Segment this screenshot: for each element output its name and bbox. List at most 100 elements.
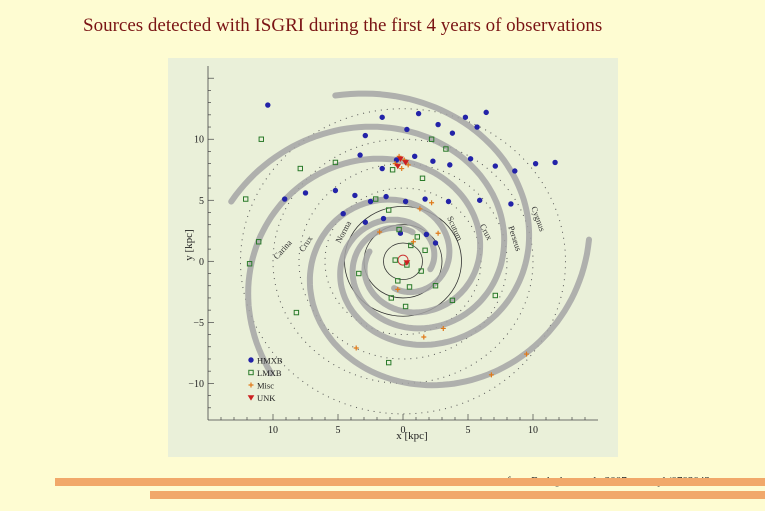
series-lmxb bbox=[243, 136, 499, 366]
series-hmxb bbox=[265, 102, 558, 246]
arm-label: Cygnus bbox=[529, 205, 547, 233]
series-unk bbox=[394, 156, 411, 266]
data-point-misc bbox=[440, 325, 446, 331]
data-point-lmxb bbox=[492, 292, 499, 299]
data-point-misc bbox=[410, 239, 416, 245]
data-point-hmxb bbox=[477, 197, 483, 203]
data-point-hmxb bbox=[449, 130, 456, 136]
data-point-misc bbox=[405, 162, 411, 168]
decorative-bar-bottom bbox=[150, 491, 765, 499]
data-point-hmxb bbox=[281, 196, 288, 202]
galactocentric-ring bbox=[272, 138, 534, 384]
data-point-misc bbox=[392, 161, 398, 167]
slide-title: Sources detected with ISGRI during the f… bbox=[83, 15, 603, 36]
data-point-hmxb bbox=[357, 152, 363, 158]
data-point-lmxb bbox=[402, 303, 409, 310]
data-point-misc bbox=[395, 286, 401, 292]
data-point-unk bbox=[403, 260, 411, 266]
y-tick-label: −10 bbox=[188, 379, 204, 390]
data-point-lmxb bbox=[443, 146, 449, 152]
legend-marker bbox=[248, 382, 254, 388]
data-point-lmxb bbox=[256, 239, 262, 245]
spiral-arm bbox=[245, 155, 484, 377]
x-tick-label: 0 bbox=[401, 425, 406, 436]
x-tick-label: 5 bbox=[466, 425, 471, 436]
galactocentric-rings bbox=[240, 108, 566, 415]
series-misc bbox=[353, 153, 529, 378]
data-point-misc bbox=[399, 166, 405, 172]
data-point-lmxb bbox=[332, 159, 339, 166]
spiral-arm bbox=[332, 90, 533, 348]
data-point-unk bbox=[397, 156, 404, 162]
x-tick-label: 10 bbox=[268, 425, 278, 436]
legend: HMXB LMXB Misc UNK bbox=[247, 356, 283, 403]
data-point-lmxb bbox=[386, 359, 392, 366]
data-point-misc bbox=[524, 351, 529, 357]
x-axis-label: x [kpc] bbox=[396, 430, 427, 442]
data-point-hmxb bbox=[423, 231, 430, 238]
data-point-lmxb bbox=[395, 278, 401, 284]
data-point-lmxb bbox=[356, 270, 362, 277]
source-points bbox=[243, 102, 558, 378]
data-point-hmxb bbox=[352, 192, 358, 199]
data-point-hmxb bbox=[512, 168, 518, 174]
legend-marker bbox=[247, 395, 255, 401]
data-point-lmxb bbox=[449, 297, 456, 304]
data-point-hmxb bbox=[265, 102, 271, 108]
data-point-misc bbox=[421, 334, 427, 340]
spiral-arm bbox=[228, 123, 508, 332]
x-tick-label: 10 bbox=[528, 425, 538, 436]
data-point-lmxb bbox=[419, 175, 426, 182]
data-point-hmxb bbox=[302, 190, 309, 196]
data-point-hmxb bbox=[402, 198, 409, 205]
data-point-lmxb bbox=[297, 165, 304, 172]
data-point-hmxb bbox=[379, 114, 385, 120]
legend-label: UNK bbox=[257, 393, 276, 403]
data-point-lmxb bbox=[373, 196, 379, 202]
data-point-lmxb bbox=[418, 268, 424, 274]
data-point-hmxb bbox=[340, 211, 346, 217]
data-point-hmxb bbox=[462, 114, 469, 120]
data-point-lmxb bbox=[388, 295, 395, 301]
data-point-hmxb bbox=[552, 159, 558, 166]
data-point-lmxb bbox=[243, 196, 249, 202]
y-axis-label: y [kpc] bbox=[183, 229, 195, 260]
galactocentric-ring bbox=[240, 108, 566, 415]
data-point-lmxb bbox=[414, 234, 421, 240]
data-point-misc bbox=[377, 229, 383, 235]
data-point-lmxb bbox=[386, 207, 392, 213]
data-point-hmxb bbox=[383, 193, 389, 200]
spiral-arms bbox=[228, 90, 592, 389]
galactocentric-ring bbox=[383, 242, 423, 281]
data-point-lmxb bbox=[406, 284, 413, 290]
data-point-misc bbox=[353, 345, 359, 351]
arm-label: Carina bbox=[271, 238, 294, 262]
legend-marker bbox=[248, 369, 254, 376]
data-point-hmxb bbox=[467, 156, 474, 162]
data-point-hmxb bbox=[412, 153, 418, 160]
data-point-hmxb bbox=[445, 198, 452, 205]
data-point-misc bbox=[417, 206, 423, 212]
data-point-unk bbox=[394, 163, 402, 170]
data-point-lmxb bbox=[422, 247, 428, 254]
data-point-hmxb bbox=[332, 187, 339, 194]
galactic-center-marker bbox=[397, 254, 409, 266]
galaxy-map-chart: 10 5 0 5 10 −10 −5 0 5 10 Cygnus Perseus Crux Scutum… bbox=[168, 58, 618, 457]
data-point-hmxb bbox=[474, 124, 480, 130]
data-point-misc bbox=[435, 230, 441, 236]
data-point-lmxb bbox=[293, 309, 300, 316]
data-point-lmxb bbox=[389, 167, 396, 173]
data-point-lmxb bbox=[396, 226, 402, 233]
data-point-hmxb bbox=[435, 121, 441, 128]
data-point-hmxb bbox=[415, 110, 422, 117]
y-tick-label: 10 bbox=[194, 135, 204, 146]
data-point-hmxb bbox=[362, 219, 369, 225]
data-point-hmxb bbox=[532, 160, 539, 167]
data-point-hmxb bbox=[404, 126, 410, 133]
data-point-hmxb bbox=[508, 201, 514, 207]
data-point-hmxb bbox=[422, 196, 428, 202]
data-point-lmxb bbox=[408, 242, 414, 249]
data-point-unk bbox=[402, 160, 409, 166]
data-point-hmxb bbox=[432, 240, 439, 246]
x-tick-label: 5 bbox=[336, 425, 341, 436]
